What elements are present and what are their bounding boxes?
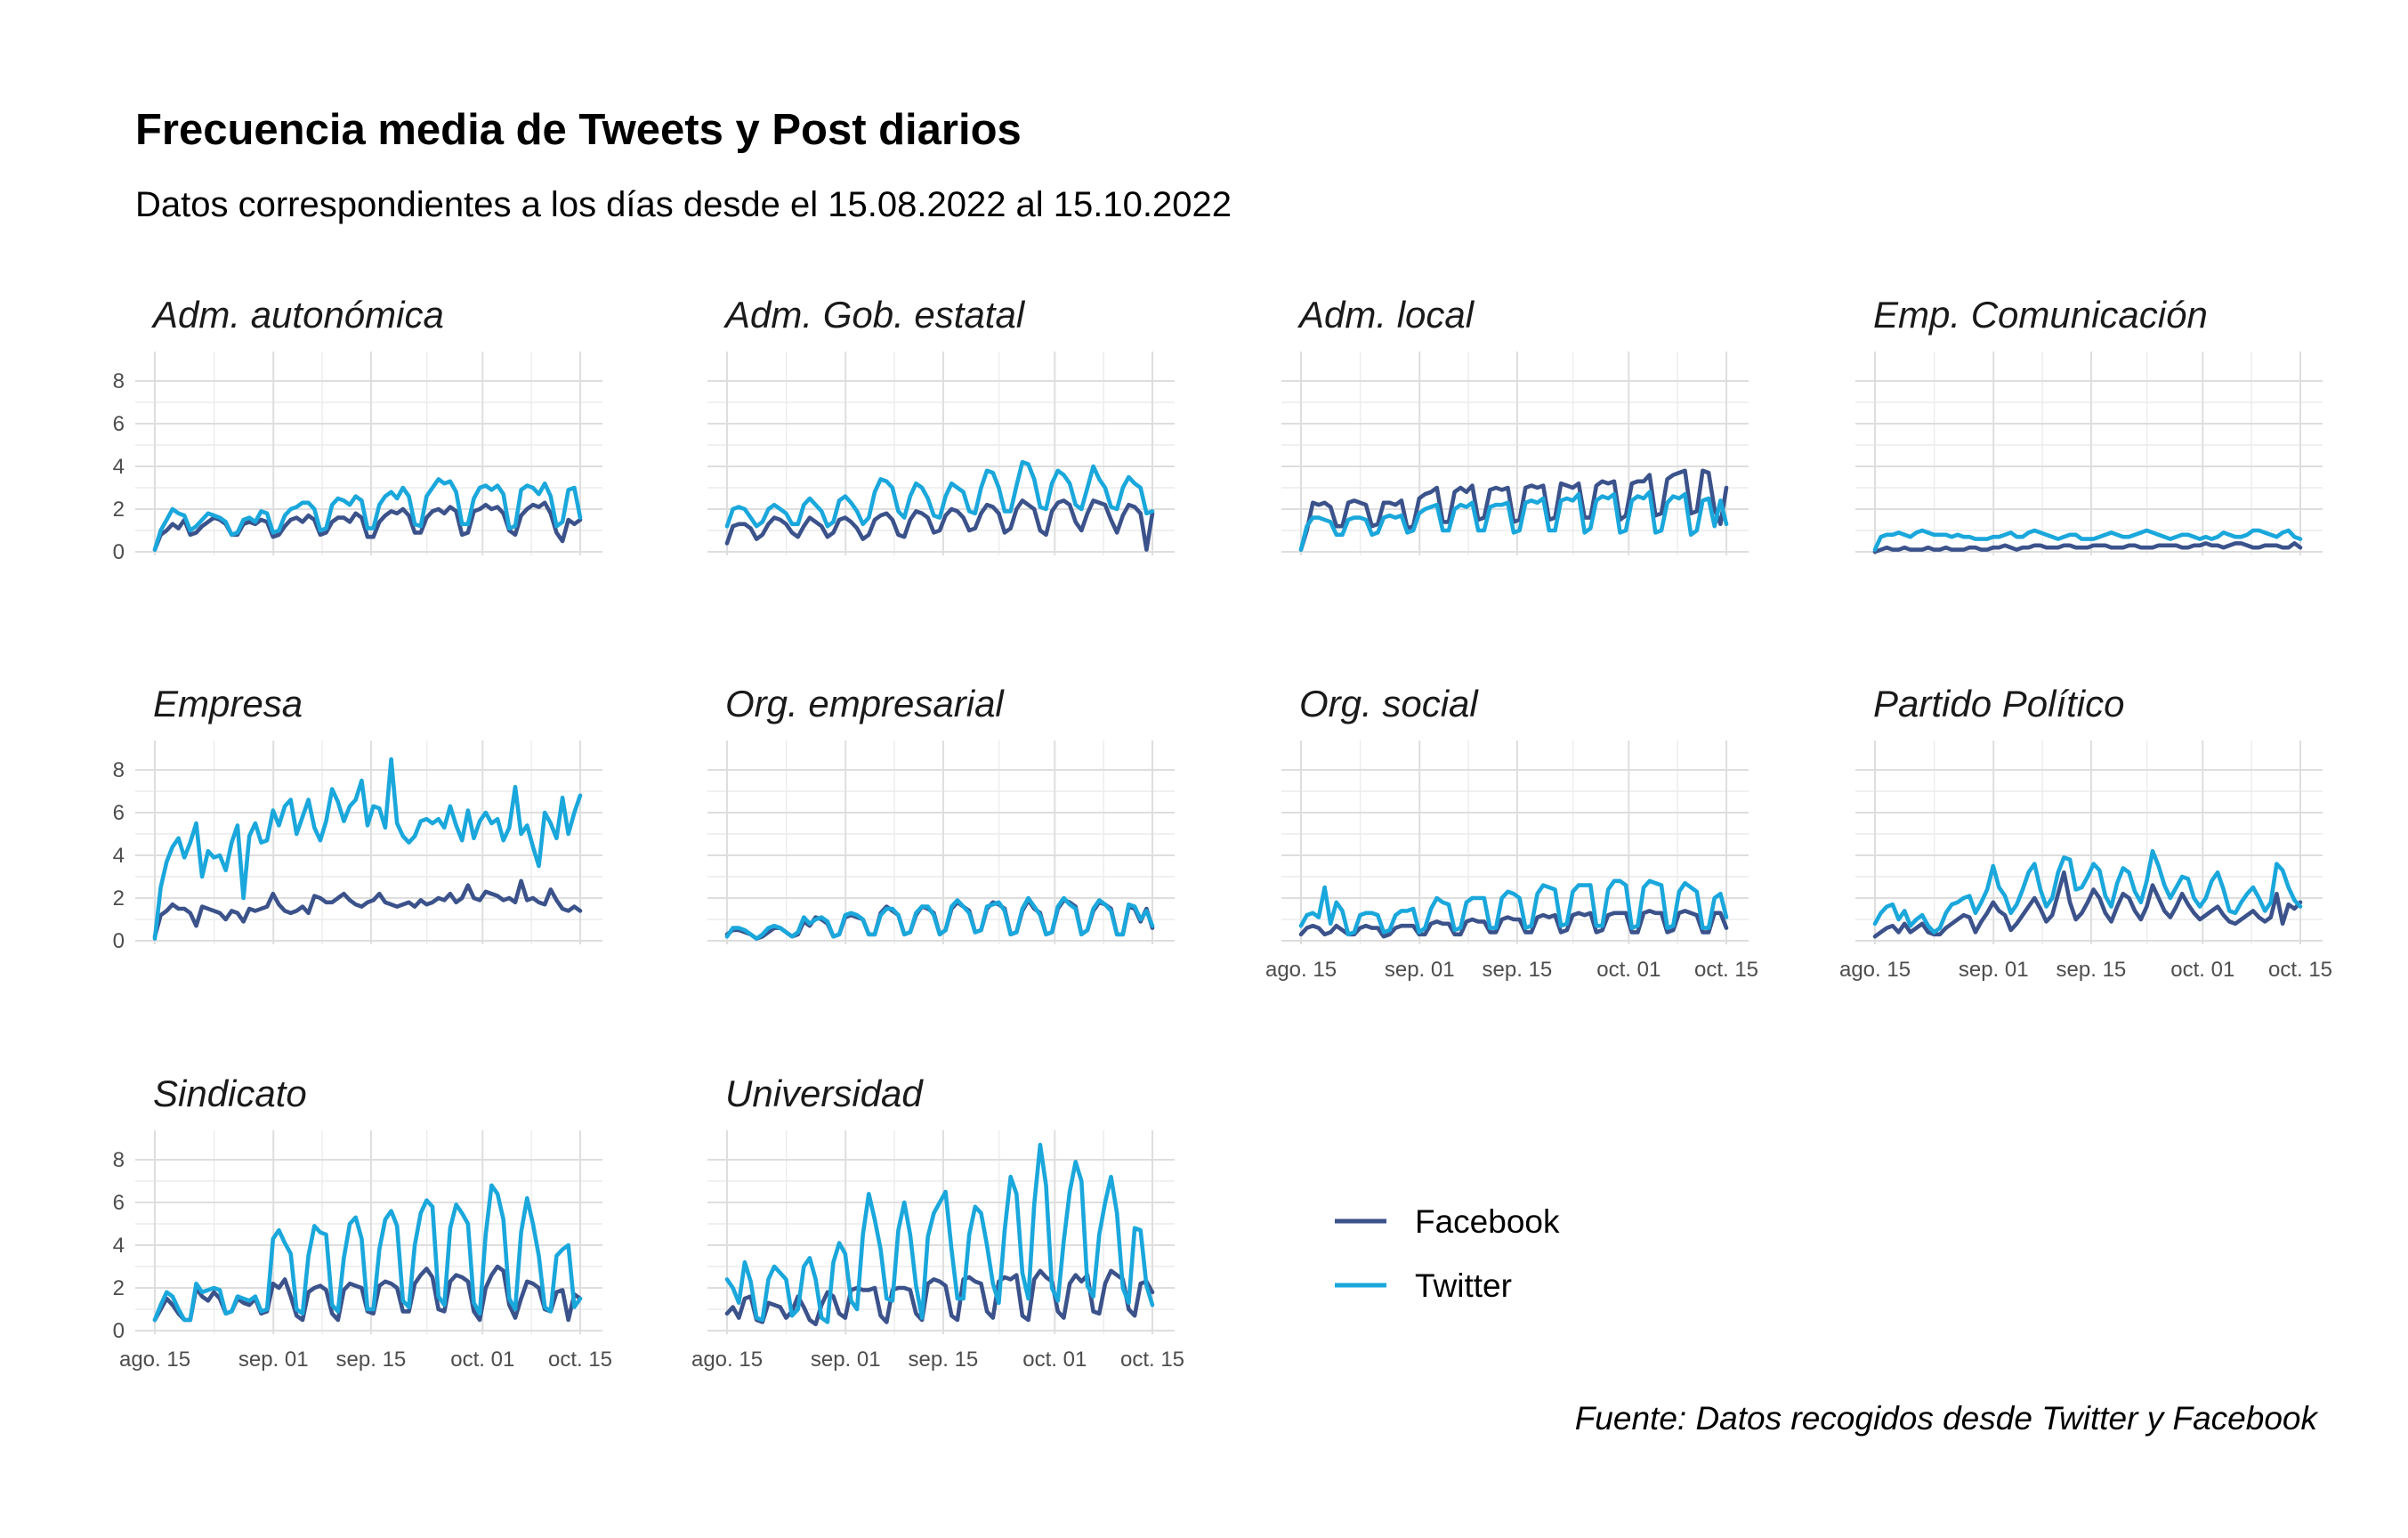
series-line-twitter-sindicato xyxy=(152,1183,583,1323)
series-line-facebook-adm-local xyxy=(1298,468,1729,552)
legend-label-facebook: Facebook xyxy=(1415,1203,1560,1240)
x-tick-label: oct. 01 xyxy=(2170,958,2234,982)
facet-org-empresarial: Org. empresarial xyxy=(707,683,1175,944)
series-line-twitter-empresa xyxy=(152,757,583,941)
x-tick-label: sep. 01 xyxy=(811,1348,881,1372)
x-tick-label: sep. 15 xyxy=(2056,958,2127,982)
facet-title: Emp. Comunicación xyxy=(1873,294,2208,336)
facet-title: Org. empresarial xyxy=(725,683,1005,724)
legend-label-twitter: Twitter xyxy=(1415,1267,1512,1304)
y-tick-label: 4 xyxy=(113,1234,125,1258)
x-tick-label: sep. 01 xyxy=(1959,958,2029,982)
y-tick-label: 4 xyxy=(113,455,125,479)
series-line-twitter-adm-autonomica xyxy=(152,477,583,552)
facet-emp-comunicacion: Emp. Comunicación xyxy=(1855,294,2323,555)
y-tick-label: 6 xyxy=(113,801,125,825)
facet-title: Sindicato xyxy=(153,1073,307,1114)
legend: Facebook Twitter xyxy=(1335,1203,1560,1304)
x-tick-label: oct. 01 xyxy=(1022,1348,1087,1372)
x-tick-label: sep. 15 xyxy=(336,1348,407,1372)
x-tick-label: sep. 15 xyxy=(909,1348,979,1372)
x-tick-label: oct. 01 xyxy=(450,1348,514,1372)
series-line-facebook-adm-gob-estatal xyxy=(724,498,1155,552)
x-tick-label: oct. 01 xyxy=(1596,958,1661,982)
facet-title: Org. social xyxy=(1299,683,1479,724)
chart-title: Frecuencia media de Tweets y Post diario… xyxy=(135,106,1022,154)
x-tick-label: oct. 15 xyxy=(1694,958,1758,982)
y-tick-label: 0 xyxy=(113,540,125,564)
y-tick-label: 8 xyxy=(113,369,125,393)
x-tick-label: ago. 15 xyxy=(691,1348,763,1372)
facet-title: Universidad xyxy=(725,1073,924,1114)
chart-subtitle: Datos correspondientes a los días desde … xyxy=(135,185,1232,224)
facet-title: Adm. local xyxy=(1297,294,1475,336)
y-tick-label: 0 xyxy=(113,929,125,953)
series-line-twitter-emp-comunicacion xyxy=(1872,528,2303,552)
series-line-twitter-adm-gob-estatal xyxy=(724,459,1155,529)
series-line-facebook-partido-politico xyxy=(1872,870,2303,939)
y-tick-label: 8 xyxy=(113,1148,125,1172)
facet-universidad: Universidad ago. 15 sep. 01 sep. 15 oct. 01 o… xyxy=(691,1073,1184,1372)
series-line-facebook-org-social xyxy=(1298,909,1729,939)
x-tick-label: sep. 01 xyxy=(1385,958,1455,982)
y-tick-label: 6 xyxy=(113,412,125,436)
x-tick-label: sep. 15 xyxy=(1483,958,1553,982)
x-tick-label: ago. 15 xyxy=(1265,958,1337,982)
y-tick-label: 2 xyxy=(113,498,125,522)
y-tick-label: 6 xyxy=(113,1191,125,1215)
series-line-twitter-universidad xyxy=(724,1142,1155,1324)
series-line-twitter-partido-politico xyxy=(1872,848,2303,935)
chart-caption: Fuente: Datos recogidos desde Twitter y … xyxy=(1574,1400,2317,1437)
y-tick-label: 4 xyxy=(113,844,125,868)
x-tick-label: sep. 01 xyxy=(238,1348,309,1372)
facet-adm-autonomica: Adm. autonómica 0 2 4 6 8 xyxy=(113,294,602,564)
facet-empresa: Empresa 0 2 4 6 8 xyxy=(113,683,602,953)
x-tick-label: ago. 15 xyxy=(1839,958,1911,982)
facet-title: Empresa xyxy=(153,683,303,724)
facet-adm-gob-estatal: Adm. Gob. estatal xyxy=(707,294,1175,555)
facet-sindicato: Sindicato 0 2 4 6 8 ago. 15 sep. 01 sep. 15 oct. … xyxy=(113,1073,612,1372)
facet-org-social: Org. social ago. 15 sep. 01 sep. 15 oct. 01 o… xyxy=(1265,683,1758,982)
x-tick-label: oct. 15 xyxy=(548,1348,612,1372)
facet-title: Adm. Gob. estatal xyxy=(723,294,1026,336)
y-tick-label: 0 xyxy=(113,1319,125,1343)
x-tick-label: ago. 15 xyxy=(119,1348,190,1372)
series-line-twitter-org-empresarial xyxy=(724,895,1155,941)
y-tick-label: 2 xyxy=(113,1276,125,1300)
x-tick-label: oct. 15 xyxy=(1120,1348,1184,1372)
x-tick-label: oct. 15 xyxy=(2268,958,2332,982)
y-tick-label: 8 xyxy=(113,758,125,782)
facet-title: Adm. autonómica xyxy=(150,294,444,336)
series-line-facebook-empresa xyxy=(152,878,583,939)
facet-partido-politico: Partido Político ago. 15 sep. 01 sep. 15 oct… xyxy=(1839,683,2332,982)
y-tick-label: 2 xyxy=(113,886,125,911)
facet-title: Partido Político xyxy=(1873,683,2124,724)
series-line-twitter-adm-local xyxy=(1298,490,1729,552)
series-line-facebook-emp-comunicacion xyxy=(1872,541,2303,554)
series-line-twitter-org-social xyxy=(1298,878,1729,937)
facet-adm-local: Adm. local xyxy=(1281,294,1749,555)
